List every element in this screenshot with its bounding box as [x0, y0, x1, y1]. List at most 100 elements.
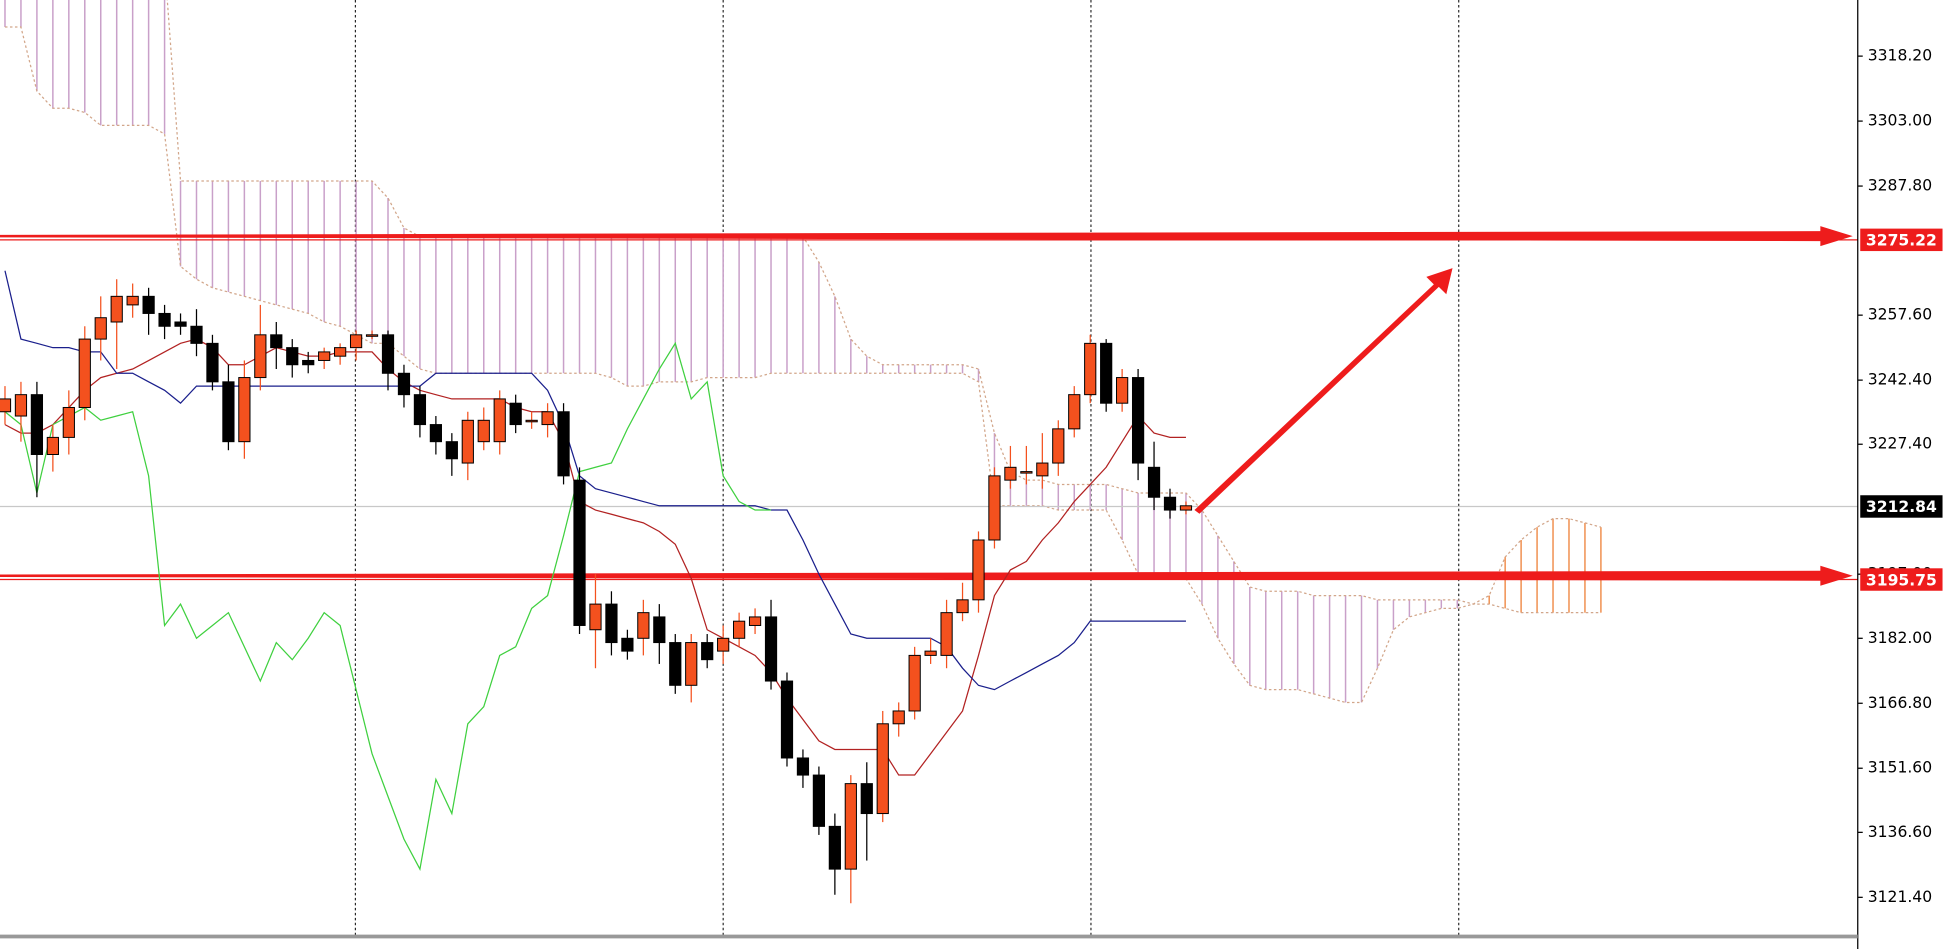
candle-body	[46, 436, 59, 455]
candle-body	[669, 642, 682, 686]
y-tick-label: 3257.60	[1868, 306, 1932, 324]
candle-body	[1100, 342, 1113, 404]
candle-body	[860, 783, 873, 815]
level-label-box	[1860, 228, 1943, 252]
indicator-line	[4, 270, 1186, 691]
candle-body	[908, 654, 921, 712]
candle-body	[972, 539, 985, 601]
candle-body	[780, 680, 794, 759]
y-tick-label: 3136.60	[1868, 823, 1932, 841]
candle-body	[222, 381, 235, 443]
indicator-line	[4, 341, 772, 871]
candle-body	[286, 347, 299, 366]
y-tick-label: 3318.20	[1868, 47, 1932, 65]
y-tick-label: 3182.00	[1868, 629, 1932, 647]
candle-body	[14, 394, 28, 417]
candle-body	[1052, 428, 1065, 464]
candle-body	[126, 295, 139, 306]
candle-body	[429, 424, 442, 443]
candle-body	[509, 402, 522, 426]
candle-body	[924, 650, 937, 656]
plot-area	[0, 0, 1858, 904]
candle-body	[956, 599, 969, 614]
candle-body	[685, 642, 698, 686]
cloud-edge	[4, 26, 1602, 704]
candle-body	[238, 377, 251, 443]
candle-body	[1179, 505, 1193, 511]
y-tick-label: 3303.00	[1868, 112, 1932, 130]
candle-body	[764, 616, 778, 682]
candle-body	[254, 334, 267, 379]
level-label-box	[1860, 568, 1943, 591]
candle-body	[637, 612, 650, 639]
y-tick-label: 3121.40	[1868, 888, 1932, 906]
y-tick-label: 3166.80	[1868, 694, 1932, 712]
candle-body	[796, 757, 810, 776]
candle-body	[94, 317, 107, 340]
candle-body	[1147, 466, 1161, 498]
candle-body	[748, 616, 762, 626]
candle-body	[717, 637, 730, 652]
candle-body	[892, 710, 905, 725]
candle-body	[381, 334, 395, 374]
candle-body	[525, 419, 538, 423]
candle-body	[110, 295, 123, 323]
candle-body	[62, 406, 75, 438]
candle-body	[1084, 342, 1097, 396]
candle-body	[0, 398, 12, 413]
candle-body	[1131, 377, 1145, 464]
forecast-arrow	[1194, 268, 1453, 514]
y-tick-label: 3151.60	[1868, 759, 1932, 777]
price-axis: 3318.20 3303.00 3287.80 3257.60 3242.40 3227.…	[1857, 47, 1943, 906]
candle-body	[142, 295, 155, 314]
candle-body	[605, 603, 618, 644]
candle-body	[302, 359, 315, 366]
candle-body	[701, 642, 714, 661]
candle-body	[1116, 377, 1129, 404]
candle-body	[397, 372, 411, 396]
level-arrow	[0, 226, 1853, 247]
candle-body	[557, 411, 570, 477]
candle-body	[541, 411, 554, 426]
candle-body	[1036, 462, 1049, 477]
candle-body	[174, 321, 187, 327]
candle-body	[461, 419, 474, 464]
candle-body	[334, 347, 347, 357]
candle-body	[413, 394, 427, 426]
level-label: 3195.75	[1866, 571, 1937, 589]
candle-body	[988, 475, 1001, 541]
y-tick-label: 3227.40	[1868, 435, 1932, 453]
candle-body	[1068, 394, 1081, 430]
candle-body	[318, 351, 331, 361]
candle-body	[733, 620, 746, 639]
candle-body	[621, 637, 634, 652]
candle-body	[876, 723, 889, 815]
candle-body	[206, 342, 219, 383]
candle-body	[828, 825, 841, 870]
candle-body	[477, 419, 490, 443]
candle-body	[78, 338, 91, 408]
candle-body	[653, 616, 666, 644]
last-price-label: 3212.84	[1866, 498, 1937, 516]
candle-body	[493, 398, 506, 443]
level-label: 3275.22	[1866, 232, 1937, 250]
last-price-label-box	[1860, 495, 1943, 518]
candle-body	[812, 774, 826, 827]
y-tick-label: 3287.80	[1868, 177, 1932, 195]
candle-body	[940, 612, 953, 656]
candle-body	[844, 783, 857, 870]
candle-body	[190, 325, 203, 344]
candle-body	[349, 334, 363, 349]
candle-body	[1004, 466, 1017, 481]
candle-body	[589, 603, 602, 631]
level-arrow	[0, 565, 1853, 586]
price-axis-background	[1857, 0, 1955, 949]
candle-body	[270, 334, 283, 349]
y-tick-label: 3242.40	[1868, 371, 1932, 389]
candle-body	[158, 312, 171, 327]
candle-body	[573, 479, 586, 626]
candle-body	[30, 394, 44, 455]
